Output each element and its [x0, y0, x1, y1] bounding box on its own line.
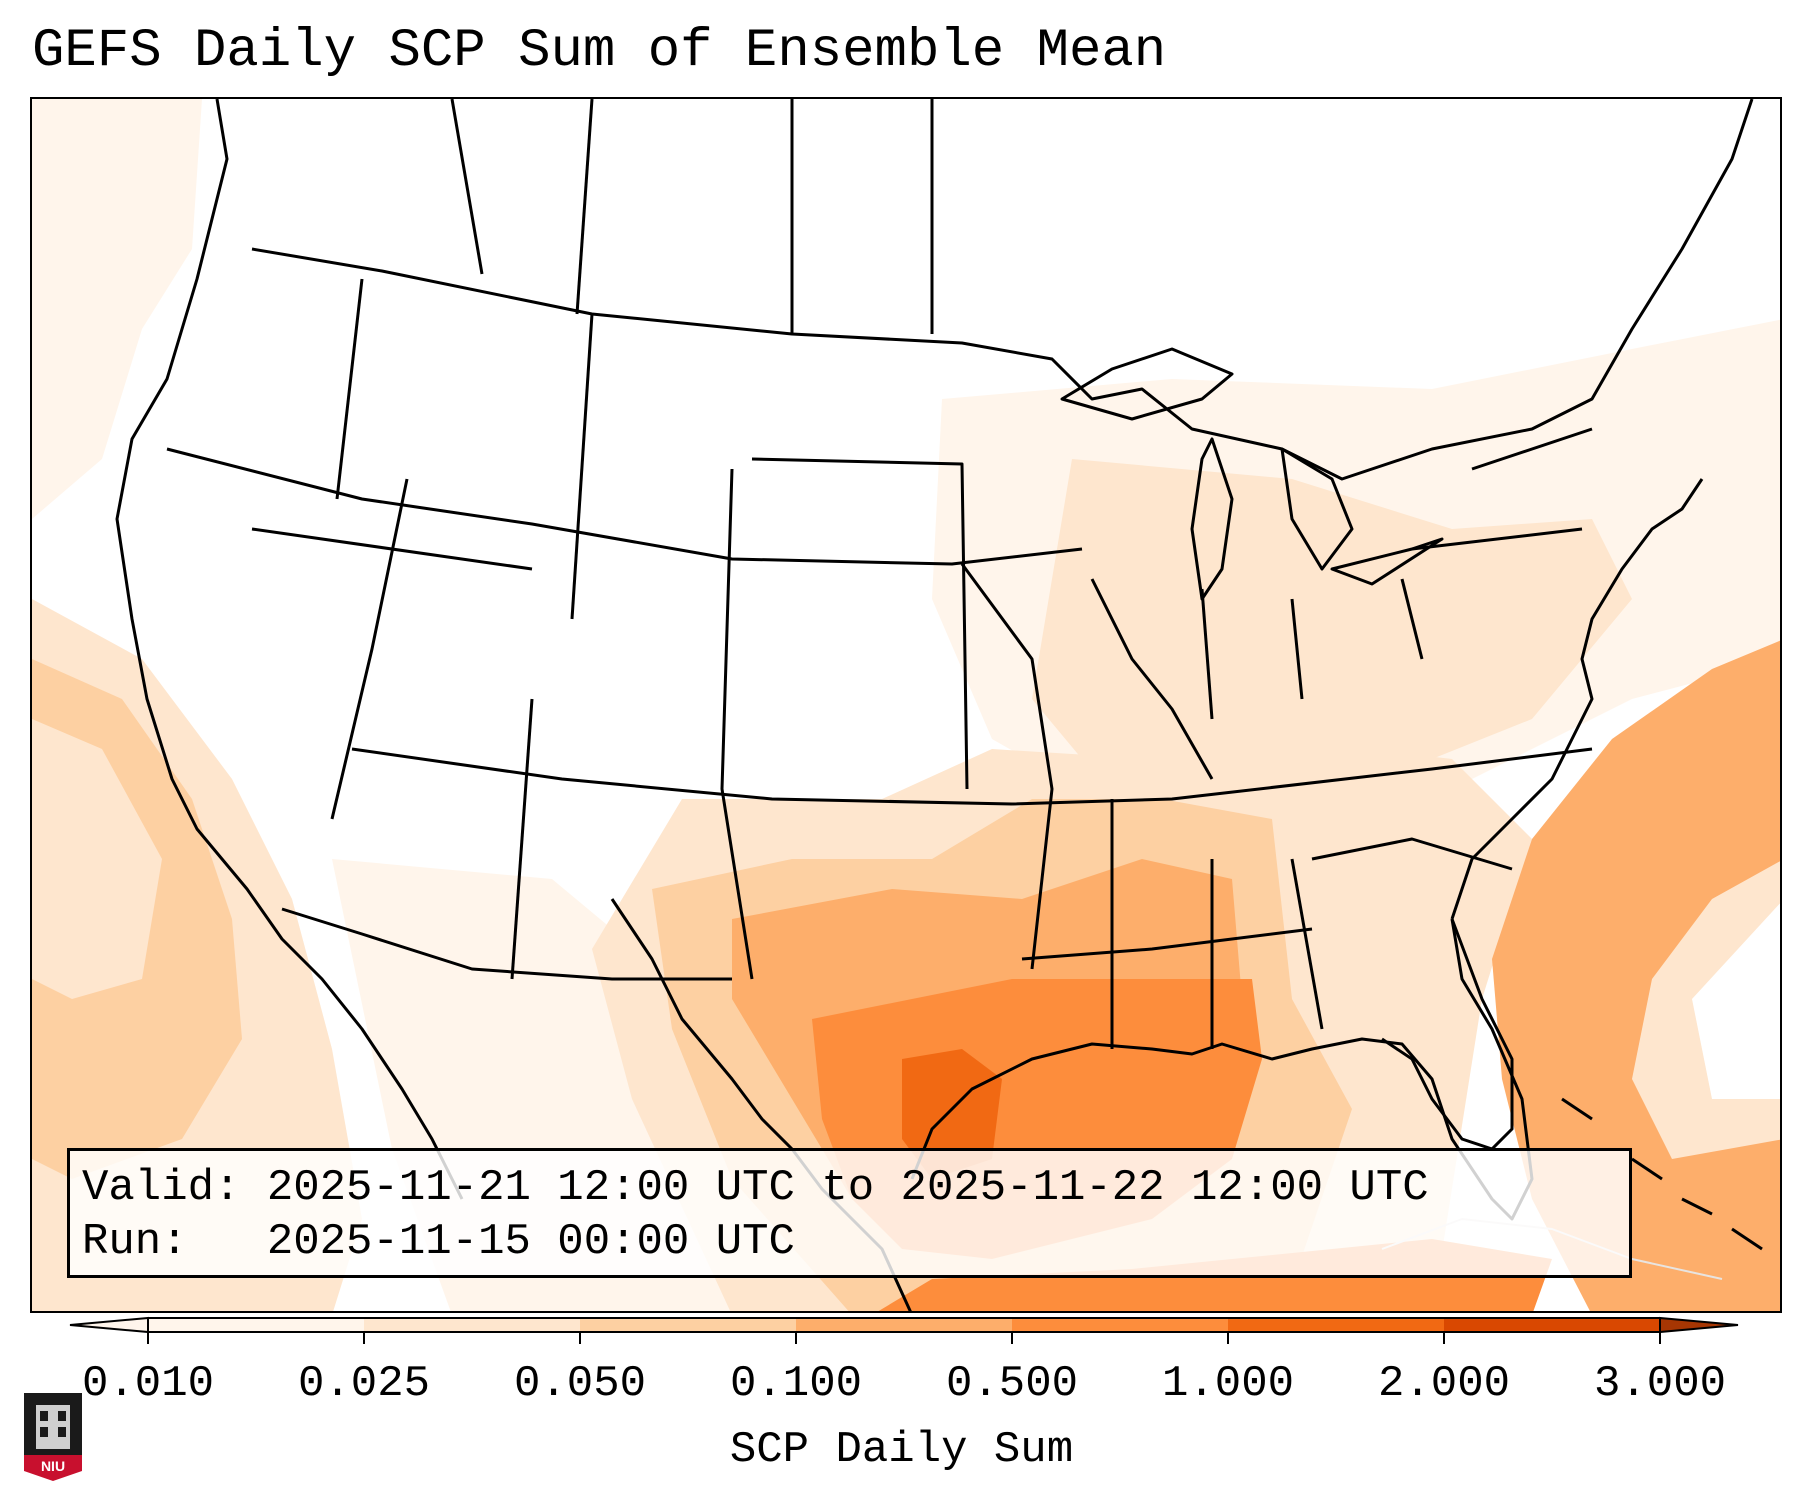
- atlantic-coastline: [1450, 478, 1704, 920]
- west-coastline: [115, 99, 464, 1200]
- lake-superior: [1060, 347, 1234, 421]
- scp-shading: [32, 99, 1780, 1311]
- colorbar-extend-low: [69, 1316, 149, 1334]
- scp-map: [32, 99, 1780, 1311]
- colorbar: [69, 1316, 1739, 1344]
- canada-border: [251, 99, 1754, 481]
- map-title: GEFS Daily SCP Sum of Ensemble Mean: [32, 21, 1167, 82]
- colorbar-tick-label: 0.025: [297, 1359, 431, 1409]
- map-panel: [30, 97, 1782, 1313]
- valid-time-box: Valid: 2025-11-21 12:00 UTC to 2025-11-2…: [67, 1148, 1632, 1278]
- colorbar-tick-label: 0.100: [729, 1359, 863, 1409]
- colorbar-tick-label: 0.500: [945, 1359, 1079, 1409]
- run-label: Run:: [82, 1217, 188, 1267]
- colorbar-extend-high: [1659, 1316, 1739, 1334]
- lake-huron: [1280, 447, 1354, 571]
- colorbar-tick-label: 1.000: [1161, 1359, 1295, 1409]
- colorbar-segment: [796, 1318, 1013, 1332]
- colorbar-frame: [147, 1317, 1661, 1333]
- colorbar-segment: [148, 1318, 365, 1332]
- run-row: Run: 2025-11-15 00:00 UTC: [82, 1215, 1617, 1269]
- colorbar-segment: [1012, 1318, 1229, 1332]
- boundary-lines: [115, 99, 1763, 1311]
- lake-erie: [1330, 537, 1444, 586]
- colorbar-segment: [1228, 1318, 1445, 1332]
- valid-label: Valid:: [82, 1163, 241, 1213]
- colorbar-tick-label: 2.000: [1377, 1359, 1511, 1409]
- colorbar-label: SCP Daily Sum: [729, 1425, 1074, 1475]
- colorbar-segment: [580, 1318, 797, 1332]
- niu-logo: NIU: [24, 1393, 82, 1481]
- run-value: 2025-11-15 00:00 UTC: [266, 1217, 795, 1267]
- valid-row: Valid: 2025-11-21 12:00 UTC to 2025-11-2…: [82, 1161, 1617, 1215]
- colorbar-segment: [1444, 1318, 1661, 1332]
- svg-text:NIU: NIU: [41, 1458, 65, 1474]
- colorbar-tick-label: 3.000: [1593, 1359, 1727, 1409]
- colorbar-tick-label: 0.010: [81, 1359, 215, 1409]
- valid-value: 2025-11-21 12:00 UTC to 2025-11-22 12:00…: [266, 1163, 1429, 1213]
- colorbar-segment: [364, 1318, 581, 1332]
- texas-coast: [910, 918, 1534, 1221]
- colorbar-tick-label: 0.050: [513, 1359, 647, 1409]
